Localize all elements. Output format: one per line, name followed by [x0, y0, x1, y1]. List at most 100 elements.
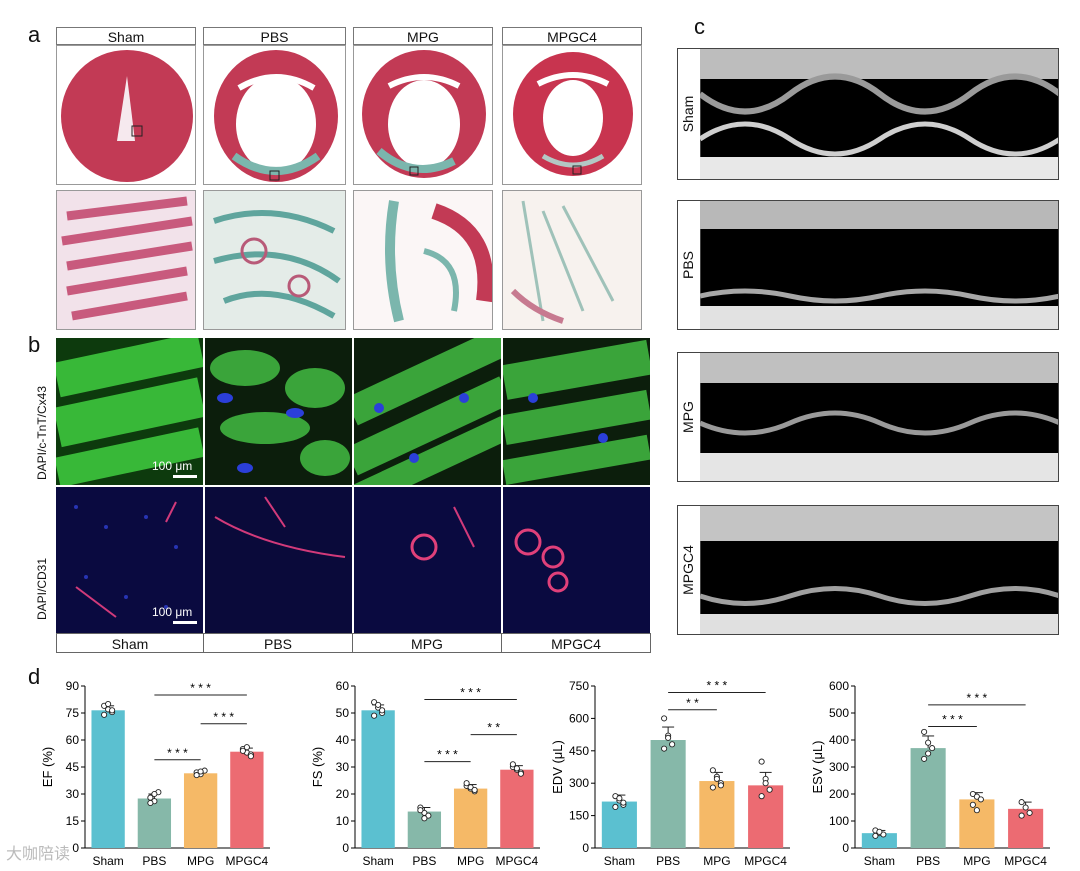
x-tick-label: Sham — [362, 854, 393, 868]
data-point — [517, 770, 524, 777]
data-point — [766, 786, 773, 793]
bar — [453, 788, 488, 848]
header-pbs: PBS — [203, 27, 346, 45]
data-point — [929, 745, 936, 752]
y-tick-label: 10 — [336, 814, 350, 828]
data-point — [509, 761, 516, 768]
stain-label-row2: DAPI/CD31 — [35, 557, 49, 620]
histology-mpgc4-overview — [502, 45, 642, 185]
bar — [861, 833, 897, 848]
x-tick-label: MPG — [457, 854, 484, 868]
bar — [959, 799, 995, 848]
echo-mpg: MPG — [677, 352, 1059, 482]
y-axis-label: FS (%) — [310, 747, 325, 787]
if-cd31-mpgc4 — [503, 487, 650, 633]
data-point — [421, 815, 428, 822]
echo-label-mpgc4: MPGC4 — [680, 545, 696, 595]
bar — [500, 769, 534, 848]
data-point — [101, 711, 108, 718]
stain-label-row1: DAPI/c-TnT/Cx43 — [35, 385, 49, 480]
y-tick-label: 500 — [829, 706, 849, 720]
histology-mpg-overview — [353, 45, 493, 185]
y-tick-label: 300 — [569, 776, 589, 790]
bar — [748, 785, 784, 848]
header-sham: Sham — [56, 27, 196, 45]
data-point — [709, 767, 716, 774]
data-point — [463, 780, 470, 787]
panel-letter-a: a — [28, 22, 41, 47]
data-point — [417, 807, 424, 814]
data-point — [665, 734, 672, 741]
data-point — [375, 701, 382, 708]
echo-sham: Sham — [677, 48, 1059, 180]
echo-label-pbs: PBS — [680, 250, 696, 280]
x-tick-label: MPG — [703, 854, 730, 868]
data-point — [151, 790, 158, 798]
y-tick-label: 750 — [569, 680, 589, 693]
echo-label-sham: Sham — [680, 95, 696, 133]
histology-mpg-zoom — [353, 190, 493, 330]
significance-label: * * * — [167, 746, 188, 760]
histology-pbs-zoom — [203, 190, 346, 330]
data-point — [620, 799, 627, 806]
histology-mpgc4-zoom — [502, 190, 642, 330]
bar — [910, 748, 946, 848]
x-tick-label: MPG — [187, 854, 214, 868]
data-point — [1018, 799, 1025, 806]
data-point — [513, 765, 520, 772]
significance-label: * * * — [707, 680, 728, 692]
data-point — [921, 755, 928, 762]
chart-edv: 0 150 300 450 600 750 EDV (μL) Sham PBS MPG MPGC4 *… — [550, 680, 790, 868]
y-tick-label: 0 — [842, 841, 849, 855]
data-point — [758, 758, 765, 765]
data-point — [758, 793, 765, 800]
data-point — [371, 712, 378, 719]
data-point — [1018, 812, 1025, 819]
y-tick-label: 150 — [569, 809, 589, 823]
significance-label: * * * — [967, 691, 988, 705]
data-point — [1026, 809, 1033, 816]
if-cx43-mpgc4 — [503, 338, 650, 485]
watermark: 大咖陪读 — [6, 846, 71, 863]
data-point — [616, 795, 623, 802]
footer-sham: Sham — [56, 633, 204, 653]
chart-esv: 0 100 200 300 400 500 600 ESV (μL) Sham PBS MPG MPG… — [810, 680, 1050, 868]
x-tick-label: MPGC4 — [496, 854, 539, 868]
x-tick-label: Sham — [864, 854, 895, 868]
y-tick-label: 0 — [582, 841, 589, 855]
if-cd31-mpg — [354, 487, 501, 633]
scale-bar-label: 100 μm — [152, 459, 193, 473]
x-tick-label: MPGC4 — [226, 854, 269, 868]
histology-sham-zoom — [56, 190, 196, 330]
bar — [183, 773, 218, 848]
significance-label: * * — [487, 721, 500, 735]
data-point — [921, 728, 928, 735]
x-tick-label: Sham — [92, 854, 123, 868]
y-axis-label: EF (%) — [40, 747, 55, 787]
y-tick-label: 600 — [829, 680, 849, 693]
data-point — [105, 700, 112, 708]
if-cx43-pbs — [205, 338, 352, 485]
y-axis-label: EDV (μL) — [550, 740, 565, 794]
data-point — [247, 753, 254, 760]
bar — [601, 801, 637, 848]
data-point — [661, 745, 668, 752]
data-point — [193, 772, 200, 779]
panel-letter-b: b — [28, 332, 41, 357]
histology-sham-overview — [56, 45, 196, 185]
data-point — [876, 828, 883, 835]
y-tick-label: 20 — [336, 787, 350, 801]
bar — [137, 798, 172, 848]
data-point — [925, 739, 932, 746]
panel-letter-d: d — [28, 664, 41, 689]
footer-pbs: PBS — [203, 633, 353, 653]
y-tick-label: 400 — [829, 733, 849, 747]
x-tick-label: PBS — [656, 854, 680, 868]
y-tick-label: 45 — [66, 760, 80, 774]
y-tick-label: 60 — [336, 680, 350, 693]
data-point — [239, 747, 246, 754]
data-point — [197, 768, 204, 775]
data-point — [669, 741, 676, 748]
bar — [361, 710, 395, 848]
data-point — [109, 707, 116, 714]
